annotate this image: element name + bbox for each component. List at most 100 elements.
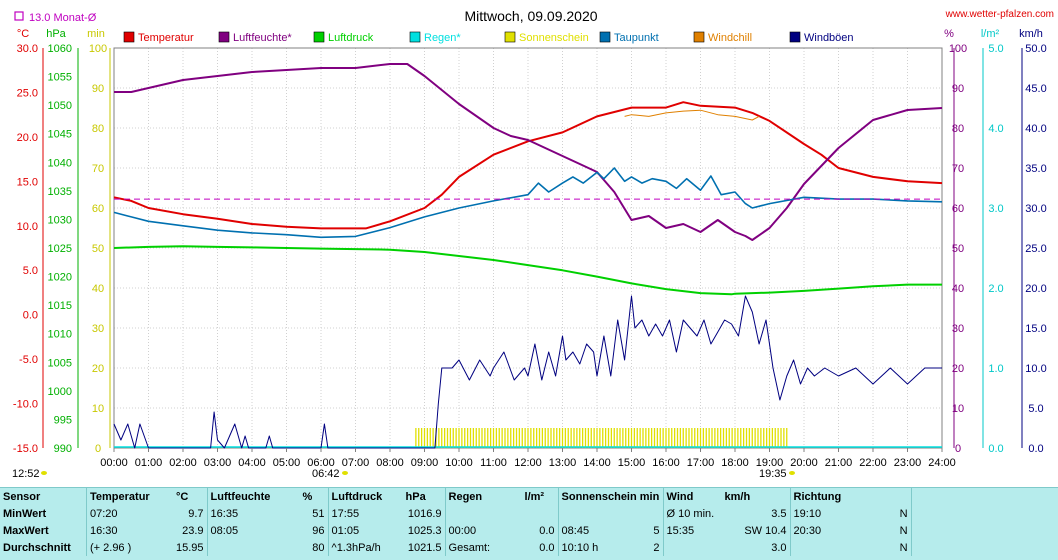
unit-min: min <box>87 28 105 40</box>
x-tick-label: 00:00 <box>100 457 128 469</box>
x-tick-label: 07:00 <box>342 457 370 469</box>
legend: Temperatur Luftfeuchte* Luftdruck Regen* Son… <box>123 31 854 44</box>
col-wind-unit: km/h <box>724 490 751 503</box>
tick-label-temp_c: 30.0 <box>17 43 38 55</box>
x-tick-label: 05:00 <box>273 457 301 469</box>
cell: 20:30 <box>789 522 867 539</box>
x-tick-label: 15:00 <box>618 457 646 469</box>
legend-label: Windchill <box>708 32 752 44</box>
sun-icon-left <box>41 471 47 475</box>
cell: 10:10 h <box>557 539 640 556</box>
legend-swatch <box>504 31 516 43</box>
tick-label-pressure_hpa: 1000 <box>48 386 72 398</box>
cell: 08:05 <box>206 522 300 539</box>
tick-label-sun_min: 40 <box>92 283 104 295</box>
tick-label-pressure_hpa: 1010 <box>48 329 72 341</box>
unit-rain: l/m² <box>981 28 1000 40</box>
series-windchill <box>624 109 760 121</box>
cell: Gesamt: <box>444 539 522 556</box>
legend-label: Sonnenschein <box>519 32 589 44</box>
cell: SW 10.4 <box>744 524 787 537</box>
tick-label-wind_kmh: 30.0 <box>1025 203 1046 215</box>
tick-label-pressure_hpa: 1025 <box>48 243 72 255</box>
weather-chart: 30.0 25.0 20.0 15.0 10.0 5.0 0.0 -5.0 -10.0 -15.0… <box>12 8 1054 480</box>
cell: 9.7 <box>188 507 204 520</box>
cell: 1021.5 <box>407 541 442 554</box>
tick-label-pressure_hpa: 1060 <box>48 43 72 55</box>
col-temp-unit: °C <box>176 490 189 503</box>
legend-swatch <box>789 31 801 43</box>
cell: 0.0 <box>539 524 555 537</box>
tick-label-rain_lm2: 0.0 <box>988 443 1003 455</box>
cell: 51 <box>312 507 325 520</box>
x-tick-label: 21:00 <box>825 457 853 469</box>
tick-label-wind_kmh: 5.0 <box>1028 403 1043 415</box>
sunshine-bars <box>415 428 788 448</box>
col-dir: Richtung <box>789 488 867 505</box>
legend-label: Luftdruck <box>328 32 374 44</box>
cell: 15.95 <box>176 541 204 554</box>
cell: 00:00 <box>444 522 522 539</box>
x-tick-label: 01:00 <box>135 457 163 469</box>
col-temp: Temperatur <box>86 488 173 505</box>
tick-label-pressure_hpa: 1035 <box>48 186 72 198</box>
series-taupunkt <box>113 167 943 239</box>
cell: 3.0 <box>771 541 787 554</box>
series-windböen <box>113 295 942 449</box>
cell: 80 <box>312 541 325 554</box>
x-tick-label: 24:00 <box>928 457 956 469</box>
sun-time-left: 12:52 <box>12 468 40 480</box>
unit-temp: °C <box>17 28 29 40</box>
cell: 23.9 <box>182 524 204 537</box>
legend-label: Luftfeuchte* <box>233 32 292 44</box>
x-tick-label: 09:00 <box>411 457 439 469</box>
tick-label-sun_min: 100 <box>89 43 107 55</box>
tick-label-wind_kmh: 45.0 <box>1025 83 1046 95</box>
tick-label-temp_c: -10.0 <box>13 399 38 411</box>
cell: 01:05 <box>327 522 403 539</box>
cell: 16:35 <box>206 505 300 522</box>
tick-label-humidity_pct: 30 <box>952 323 964 335</box>
tick-label-pressure_hpa: 1005 <box>48 357 72 369</box>
tick-label-humidity_pct: 10 <box>952 403 964 415</box>
x-tick-label: 12:00 <box>514 457 542 469</box>
tick-label-pressure_hpa: 1050 <box>48 100 72 112</box>
legend-swatch <box>313 31 325 43</box>
cell: N <box>899 507 908 520</box>
legend-label: Taupunkt <box>614 32 659 44</box>
tick-label-humidity_pct: 20 <box>952 363 964 375</box>
tick-label-rain_lm2: 2.0 <box>988 283 1003 295</box>
tick-label-humidity_pct: 0 <box>955 443 961 455</box>
tick-label-sun_min: 50 <box>92 243 104 255</box>
sunset-time: 19:35 <box>759 468 787 480</box>
tick-label-temp_c: 20.0 <box>17 132 38 144</box>
series-lines <box>113 63 943 449</box>
tick-label-temp_c: -5.0 <box>19 354 38 366</box>
tick-label-temp_c: 25.0 <box>17 87 38 99</box>
tick-label-wind_kmh: 50.0 <box>1025 43 1046 55</box>
tick-label-rain_lm2: 1.0 <box>988 363 1003 375</box>
row-label: MaxWert <box>3 524 49 537</box>
tick-label-temp_c: 15.0 <box>17 176 38 188</box>
x-tick-label: 10:00 <box>445 457 473 469</box>
cell: 1025.3 <box>407 524 442 537</box>
cell: 07:20 <box>86 505 173 522</box>
site-link[interactable]: www.wetter-pfalzen.com <box>945 9 1054 20</box>
cell: N <box>899 541 908 554</box>
series-luftdruck <box>113 245 942 296</box>
tick-label-wind_kmh: 10.0 <box>1025 363 1046 375</box>
series-luftfeuchte <box>114 63 943 241</box>
x-tick-label: 18:00 <box>721 457 749 469</box>
unit-wind: km/h <box>1019 28 1043 40</box>
tick-label-sun_min: 80 <box>92 123 104 135</box>
x-tick-label: 04:00 <box>238 457 266 469</box>
cell: 3.5 <box>771 507 787 520</box>
stats-table: Sensor Temperatur °C Luftfeuchte % Luftd… <box>0 487 1058 560</box>
x-tick-label: 14:00 <box>583 457 611 469</box>
series-temperatur <box>113 101 943 230</box>
unit-pct: % <box>944 28 954 40</box>
tick-label-pressure_hpa: 995 <box>54 414 72 426</box>
x-tick-label: 06:00 <box>307 457 335 469</box>
sunrise-time: 06:42 <box>312 468 340 480</box>
month-avg-label: 13.0 Monat-Ø <box>29 12 97 24</box>
